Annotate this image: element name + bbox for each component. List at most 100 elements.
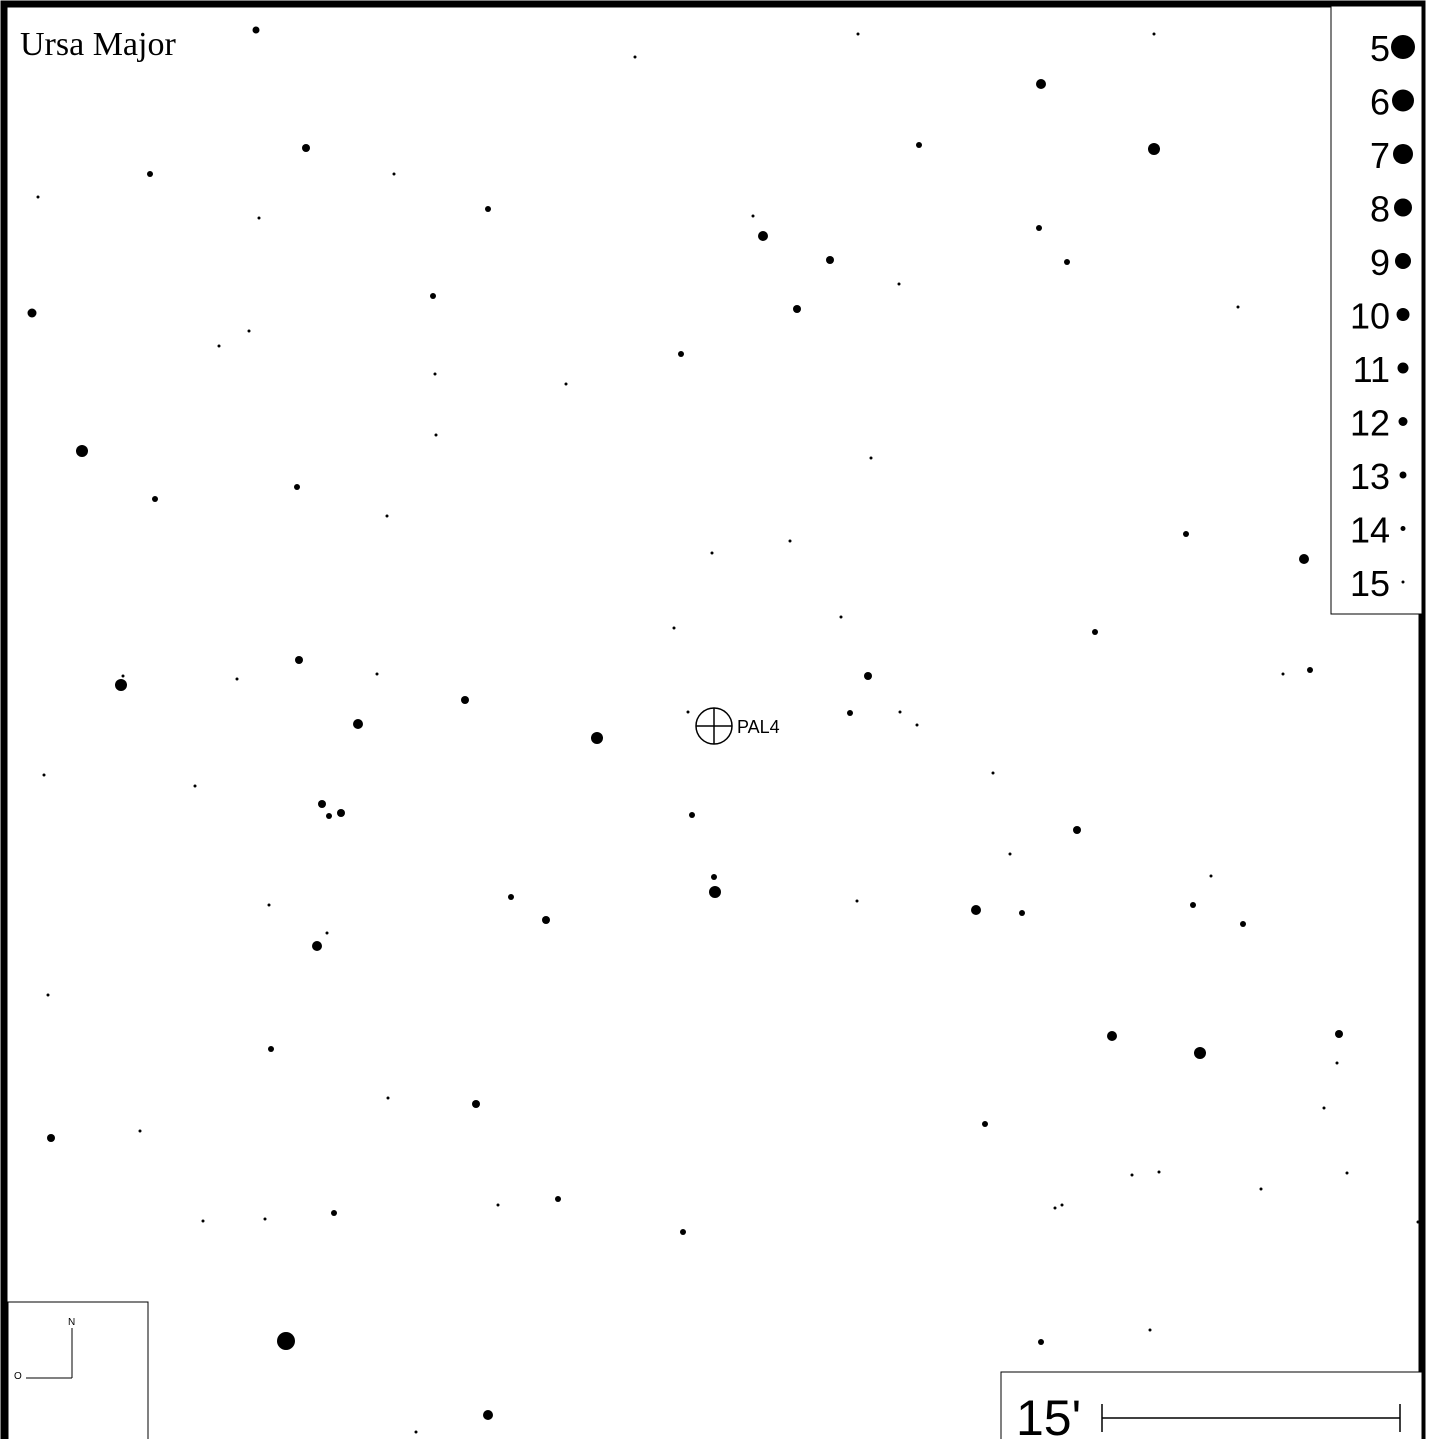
star [247,329,251,333]
star [758,231,768,241]
star [1307,667,1313,673]
legend-star-symbol [1395,253,1411,269]
star [1416,1220,1420,1224]
legend-magnitude-label: 14 [1350,510,1390,551]
star [252,26,260,34]
legend-star-symbol [1392,89,1414,112]
star [1240,921,1246,927]
star [1236,305,1240,309]
legend-star-symbol [1401,580,1405,584]
star [1036,79,1046,89]
star [461,696,469,704]
star [686,710,690,714]
compass-box [7,1301,149,1443]
star [483,1410,493,1420]
star [839,615,843,619]
star [709,886,721,898]
star [375,672,379,676]
legend-star-symbol [1391,35,1415,59]
star [138,1129,142,1133]
star [295,656,303,664]
star [1092,629,1098,635]
magnitude-legend: 5 6 7 8 9 10 11 12 13 14 15 [1330,5,1423,615]
star [680,1229,686,1235]
star [751,214,755,218]
star [672,626,676,630]
legend-star-symbol [1396,308,1410,321]
star [591,732,603,744]
star [711,874,717,880]
star [353,719,363,729]
star [1038,1339,1044,1345]
scale-bar-box [1000,1371,1423,1444]
legend-magnitude-label: 11 [1353,349,1390,390]
star [294,484,300,490]
star [302,144,310,152]
scale-bar: 15' [1000,1371,1423,1444]
star [386,1096,390,1100]
legend-magnitude-label: 7 [1370,135,1390,176]
star [555,1196,561,1202]
star [1259,1187,1263,1191]
star [916,142,922,148]
legend-magnitude-label: 5 [1370,28,1390,69]
target-label: PAL4 [737,717,780,737]
legend-star-symbol [1393,144,1413,164]
star [1281,672,1285,676]
star [1322,1106,1326,1110]
star-field [27,26,1420,1434]
star [1060,1203,1064,1207]
star [1152,32,1156,36]
star [864,672,872,680]
star [1335,1030,1343,1038]
star [257,216,261,220]
star [508,894,514,900]
star [855,899,859,903]
star [201,1219,205,1223]
constellation-label: Ursa Major [20,26,176,63]
star [312,941,322,951]
star [46,993,50,997]
star [277,1332,295,1350]
legend-star-symbol [1397,362,1409,374]
legend-magnitude-label: 6 [1370,82,1390,123]
star [496,1203,500,1207]
star [217,344,221,348]
star [856,32,860,36]
star [1008,852,1012,856]
legend-star-symbol [1400,526,1406,531]
legend-magnitude-label: 10 [1350,296,1390,337]
star [1194,1047,1206,1059]
star [430,293,436,299]
star [485,206,491,212]
compass: N O [7,1301,149,1443]
legend-magnitude-label: 13 [1350,456,1390,497]
compass-east-label: O [14,1371,22,1382]
star [147,171,153,177]
star [915,723,919,727]
star [121,674,125,678]
star [788,539,792,543]
scale-bar-label: 15' [1016,1390,1081,1439]
star [385,514,389,518]
legend-star-symbol [1399,471,1407,479]
star [1107,1031,1117,1041]
star [1148,1328,1152,1332]
star [1073,826,1081,834]
star [472,1100,480,1108]
star [1345,1171,1349,1175]
star [392,172,396,176]
star [982,1121,988,1127]
star [1335,1061,1339,1065]
star [326,813,332,819]
legend-magnitude-label: 12 [1350,403,1390,444]
star [869,456,873,460]
legend-magnitude-label: 9 [1370,242,1390,283]
star [1130,1173,1134,1177]
star [76,445,88,457]
star [1148,143,1160,155]
compass-north-label: N [68,1317,75,1328]
